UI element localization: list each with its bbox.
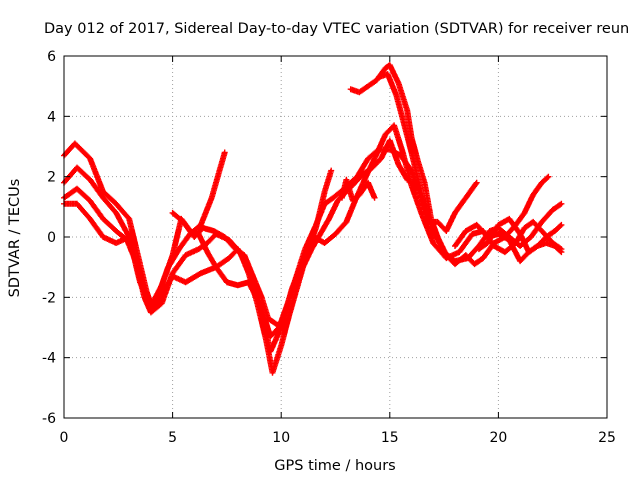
data-markers: [339, 176, 378, 204]
x-axis-label: GPS time / hours: [274, 458, 395, 474]
y-tick-label: 2: [47, 170, 56, 186]
data-markers: [375, 71, 480, 234]
data-series-trace-5: [169, 137, 419, 331]
y-tick-label: -6: [42, 411, 56, 427]
y-tick-label: 0: [47, 230, 56, 246]
data-series-trace-7: [375, 71, 480, 234]
data-markers: [169, 137, 419, 331]
y-tick-label: -2: [42, 290, 56, 306]
y-tick-label: 4: [47, 109, 56, 125]
x-tick-label: 10: [272, 430, 290, 446]
x-tick-label: 25: [598, 430, 616, 446]
x-tick-label: 0: [60, 430, 69, 446]
data-series-trace-10: [339, 176, 378, 204]
plot-area: [61, 62, 565, 376]
data-markers: [347, 62, 552, 268]
y-tick-label: -4: [42, 351, 56, 367]
x-tick-label: 20: [489, 430, 507, 446]
x-tick-label: 5: [168, 430, 177, 446]
chart-title: Day 012 of 2017, Sidereal Day-to-day VTE…: [44, 21, 629, 37]
data-series-trace-9: [475, 215, 565, 256]
y-axis-label: SDTVAR / TECUs: [7, 179, 23, 298]
x-tick-label: 15: [381, 430, 399, 446]
axis-ticks: 0 5 10 15 20 25 -6 -4 -2 0 2 4 6: [42, 49, 616, 446]
y-tick-label: 6: [47, 49, 56, 65]
data-series-trace-6: [347, 62, 552, 268]
data-markers: [475, 215, 565, 256]
